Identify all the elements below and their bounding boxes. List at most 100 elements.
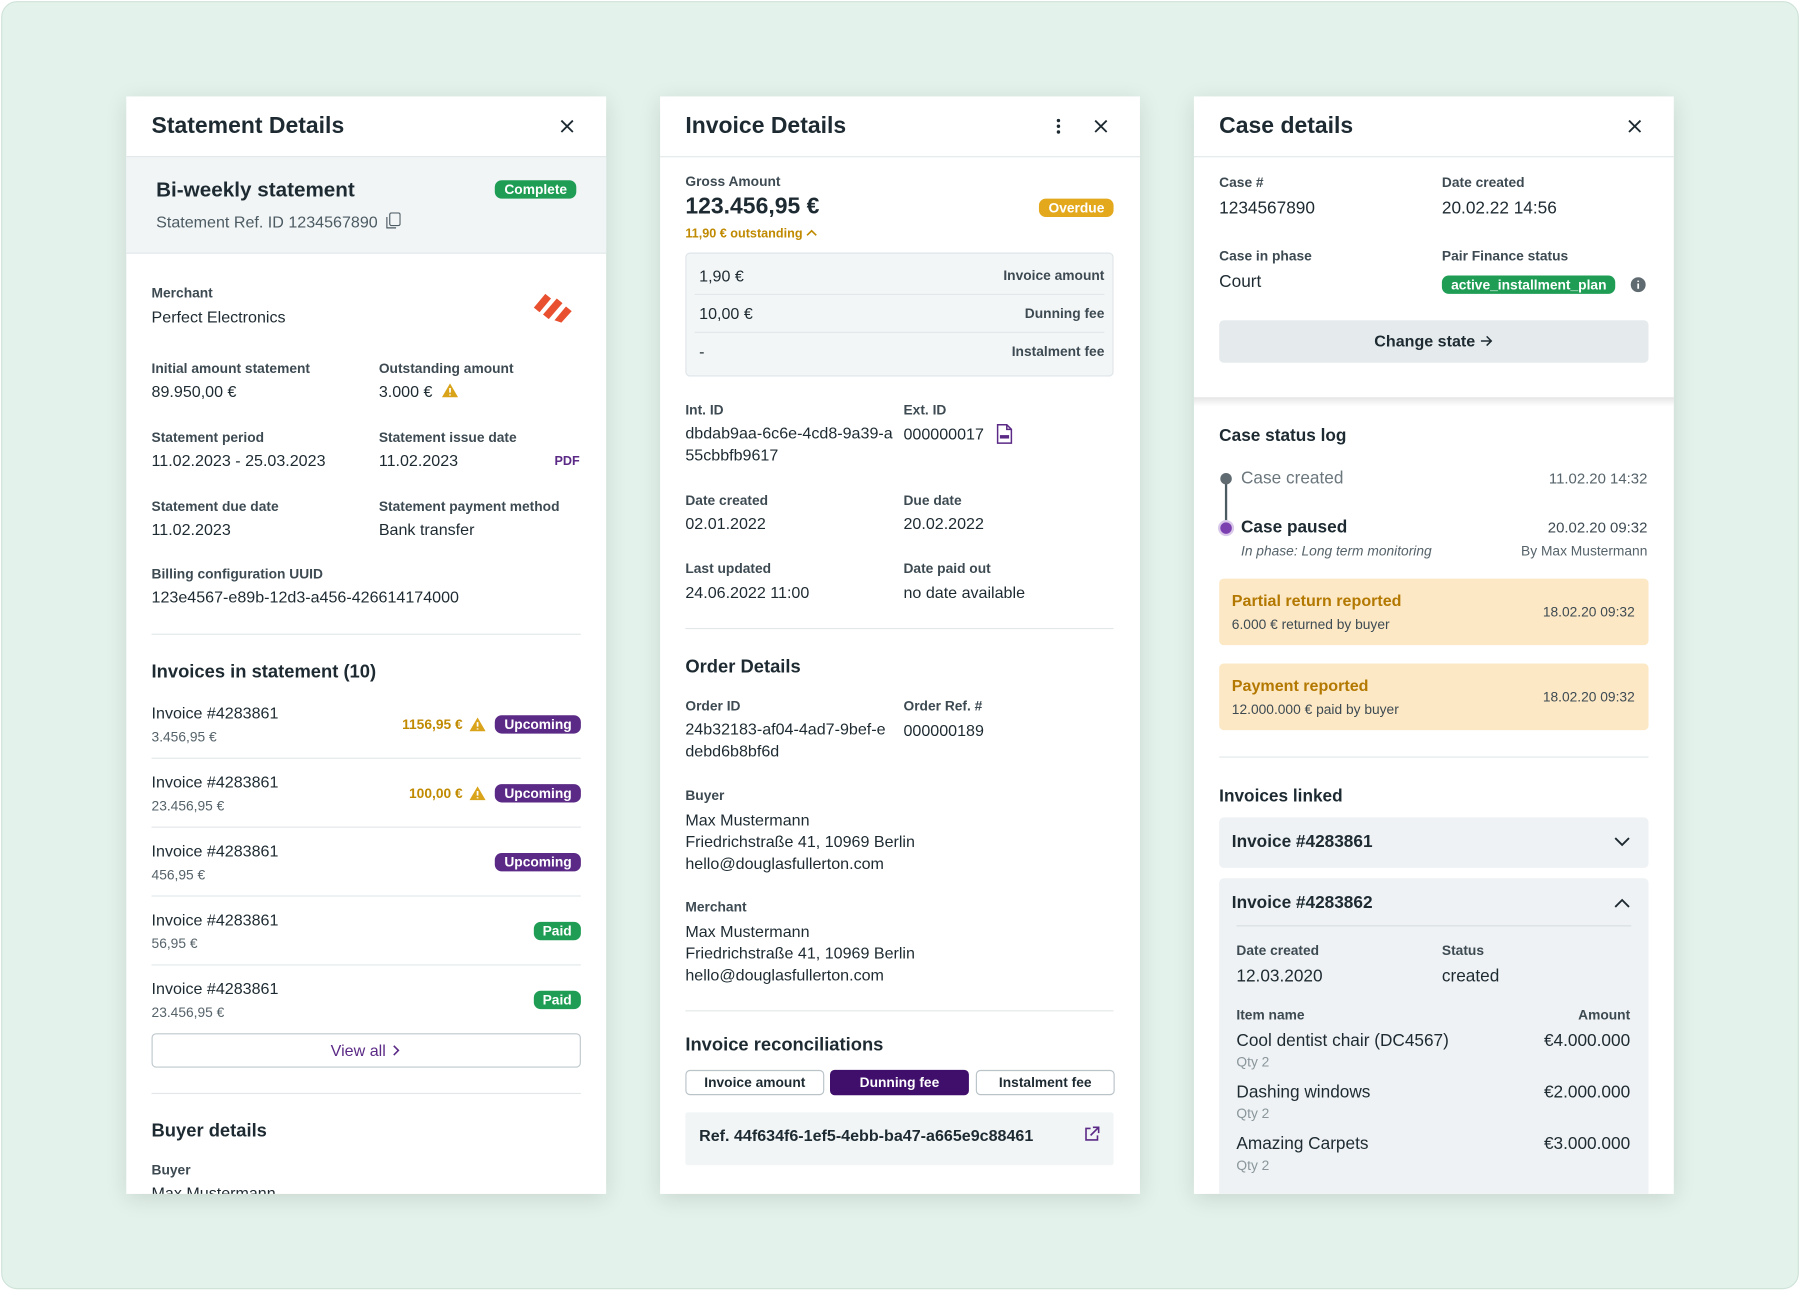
info-icon[interactable]	[1630, 277, 1646, 293]
view-all-button[interactable]: View all	[151, 1033, 581, 1068]
label: Gross Amount	[685, 173, 781, 190]
value: Perfect Electronics	[151, 307, 286, 327]
log-time: 11.02.20 14:32	[1548, 469, 1648, 487]
item-name: Amazing Carpets	[1236, 1134, 1369, 1154]
label: Case #	[1219, 174, 1264, 191]
divider	[694, 331, 1105, 333]
gross-amount: 123.456,95 €	[685, 194, 820, 220]
value: 24.06.2022 11:00	[685, 583, 810, 602]
external-link[interactable]	[1084, 1126, 1100, 1142]
divider	[151, 826, 581, 828]
change-state-button[interactable]: Change state	[1219, 320, 1649, 363]
divider	[685, 1010, 1114, 1012]
value: 1234567890	[1219, 198, 1315, 219]
item-name: Dashing windows	[1236, 1082, 1371, 1103]
status-badge: Paid	[533, 921, 581, 941]
accordion-title[interactable]: Invoice #4283861	[1231, 832, 1373, 852]
pdf-icon[interactable]	[995, 424, 1013, 445]
breakdown-label: Dunning fee	[1024, 305, 1105, 322]
section-title: Invoice reconciliations	[685, 1035, 884, 1056]
value: 12.03.2020	[1236, 966, 1323, 987]
divider	[685, 627, 1114, 630]
label: Statement due date	[151, 498, 279, 515]
status-badge: Paid	[533, 990, 581, 1010]
label: Pair Finance status	[1441, 247, 1569, 265]
invoice-amount: 3.456,95 €	[151, 728, 217, 746]
invoice-panel: Invoice Details Gross Amount 123.456,95 …	[660, 96, 1140, 1194]
chevron	[806, 229, 817, 236]
section-title: Case status log	[1219, 425, 1347, 446]
log-detail: In phase: Long term monitoring	[1240, 543, 1432, 560]
breakdown-value: 10,00 €	[699, 304, 753, 323]
close[interactable]	[560, 119, 574, 133]
button-label: Change state	[1374, 331, 1476, 351]
menu[interactable]	[1055, 117, 1062, 135]
label: Date created	[685, 492, 769, 509]
accordion-open[interactable]	[1219, 878, 1649, 1194]
tab-active[interactable]: Dunning fee	[830, 1069, 969, 1096]
label: Buyer	[685, 787, 725, 804]
label: Statement issue date	[378, 429, 517, 446]
log-event: Case created	[1240, 468, 1344, 488]
value: created	[1441, 966, 1500, 987]
status-badge: Complete	[495, 180, 577, 199]
value: 89.950,00 €	[151, 382, 237, 401]
copy-icon[interactable]	[386, 212, 401, 229]
value: 11.02.2023	[151, 520, 231, 539]
divider	[1236, 925, 1632, 927]
arrow	[1480, 335, 1493, 347]
label: Int. ID	[685, 401, 724, 418]
breakdown-label: Instalment fee	[1011, 343, 1105, 360]
label: Billing configuration UUID	[151, 565, 323, 583]
button-label: View all	[330, 1041, 386, 1060]
divider	[151, 633, 581, 635]
title: Case details	[1219, 113, 1354, 139]
divider	[151, 757, 581, 759]
chevron-down[interactable]	[1614, 837, 1630, 847]
close[interactable]	[1628, 119, 1642, 133]
log-author: By Max Mustermann	[1521, 543, 1648, 560]
invoice-name: Invoice #4283861	[151, 772, 279, 791]
chevron-up[interactable]	[1614, 898, 1630, 908]
value: 20.02.22 14:56	[1441, 198, 1557, 219]
label: Order Ref. #	[903, 697, 983, 715]
label: Order ID	[685, 697, 741, 715]
close[interactable]	[1094, 119, 1108, 133]
label: Merchant	[151, 284, 213, 301]
title: Invoice Details	[685, 113, 847, 139]
invoice-amount: 23.456,95 €	[151, 797, 225, 814]
breakdown-label: Invoice amount	[1003, 267, 1105, 284]
accordion[interactable]	[1219, 817, 1649, 868]
log-event: Case paused	[1240, 517, 1348, 538]
timeline-dot	[1220, 472, 1232, 485]
address-line: Max Mustermann	[685, 810, 810, 829]
status-badge: Upcoming	[495, 715, 581, 734]
report-time: 18.02.20 09:32	[1542, 603, 1635, 620]
value: Bank transfer	[378, 520, 475, 539]
status-badge: Upcoming	[495, 784, 581, 803]
tab[interactable]: Invoice amount	[685, 1069, 825, 1096]
invoice-amount: 456,95 €	[151, 866, 206, 883]
divider	[694, 293, 1105, 296]
value: 02.01.2022	[685, 514, 766, 533]
warning-icon	[441, 383, 459, 398]
report-detail: 6.000 € returned by buyer	[1231, 616, 1390, 633]
outstanding-text: 11,90 € outstanding	[685, 227, 803, 242]
accordion-title[interactable]: Invoice #4283862	[1231, 893, 1373, 913]
value: 11.02.2023 - 25.03.2023	[151, 451, 326, 470]
item-qty: Qty 2	[1236, 1105, 1270, 1122]
tab[interactable]: Instalment fee	[975, 1069, 1115, 1096]
column-header: Amount	[1578, 1006, 1631, 1023]
card-shadow	[1193, 397, 1674, 407]
address-line: hello@douglasfullerton.com	[685, 854, 884, 873]
report-title: Payment reported	[1231, 676, 1369, 695]
section-title: Invoices linked	[1219, 786, 1343, 806]
report-detail: 12.000.000 € paid by buyer	[1231, 701, 1399, 718]
pdf-link[interactable]: PDF	[554, 454, 580, 469]
label: Statement period	[151, 429, 265, 446]
warning-icon	[469, 786, 486, 801]
item-name: Cool dentist chair (DC4567)	[1236, 1030, 1449, 1051]
outstanding[interactable]: 11,90 € outstanding	[685, 223, 817, 246]
